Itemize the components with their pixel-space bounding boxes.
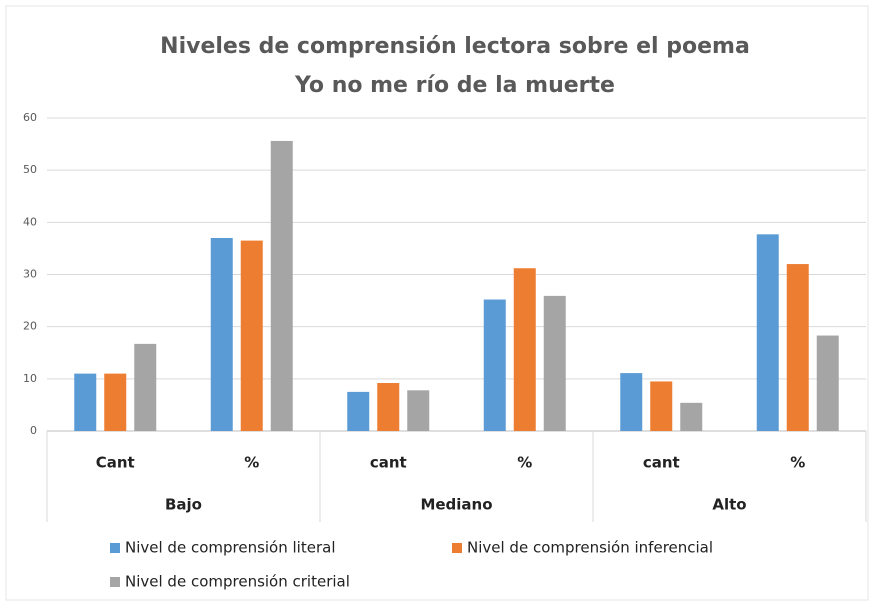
legend-swatch — [452, 543, 462, 553]
bar — [407, 390, 430, 431]
y-tick-label: 0 — [30, 424, 37, 437]
x-tick-label: % — [790, 454, 805, 472]
legend-label: Nivel de comprensión literal — [125, 539, 335, 557]
x-tick-label: cant — [643, 454, 680, 472]
legend-swatch — [110, 577, 120, 587]
bar — [786, 264, 809, 431]
x-tick-label: % — [244, 454, 259, 472]
x-tick-label: % — [517, 454, 532, 472]
y-tick-label: 60 — [23, 111, 37, 124]
x-tick-label: Cant — [96, 454, 135, 472]
bar — [756, 234, 779, 431]
bar — [650, 381, 673, 431]
bar — [620, 373, 643, 431]
legend-label: Nivel de comprensión criterial — [125, 573, 350, 591]
legend-label: Nivel de comprensión inferencial — [467, 539, 713, 557]
bar — [483, 299, 506, 431]
bar — [74, 373, 97, 431]
y-tick-label: 30 — [23, 268, 37, 281]
bar — [134, 343, 157, 431]
group-label: Bajo — [165, 496, 202, 514]
bar — [210, 237, 233, 431]
bar — [377, 383, 400, 431]
bar — [513, 268, 536, 431]
bar — [816, 335, 839, 431]
bar — [680, 402, 703, 431]
legend-swatch — [110, 543, 120, 553]
x-tick-label: cant — [370, 454, 407, 472]
chart-title: Yo no me río de la muerte — [294, 73, 615, 98]
bar — [270, 140, 293, 431]
y-tick-label: 50 — [23, 163, 37, 176]
y-tick-label: 40 — [23, 215, 37, 228]
bar — [104, 373, 127, 431]
group-label: Mediano — [420, 496, 492, 514]
chart-title: Niveles de comprensión lectora sobre el … — [160, 34, 750, 59]
bar — [240, 240, 263, 431]
y-tick-label: 10 — [23, 372, 37, 385]
chart-border — [5, 5, 869, 601]
bar — [543, 295, 566, 431]
y-tick-label: 20 — [23, 320, 37, 333]
group-label: Alto — [712, 496, 746, 514]
bar — [347, 391, 370, 431]
